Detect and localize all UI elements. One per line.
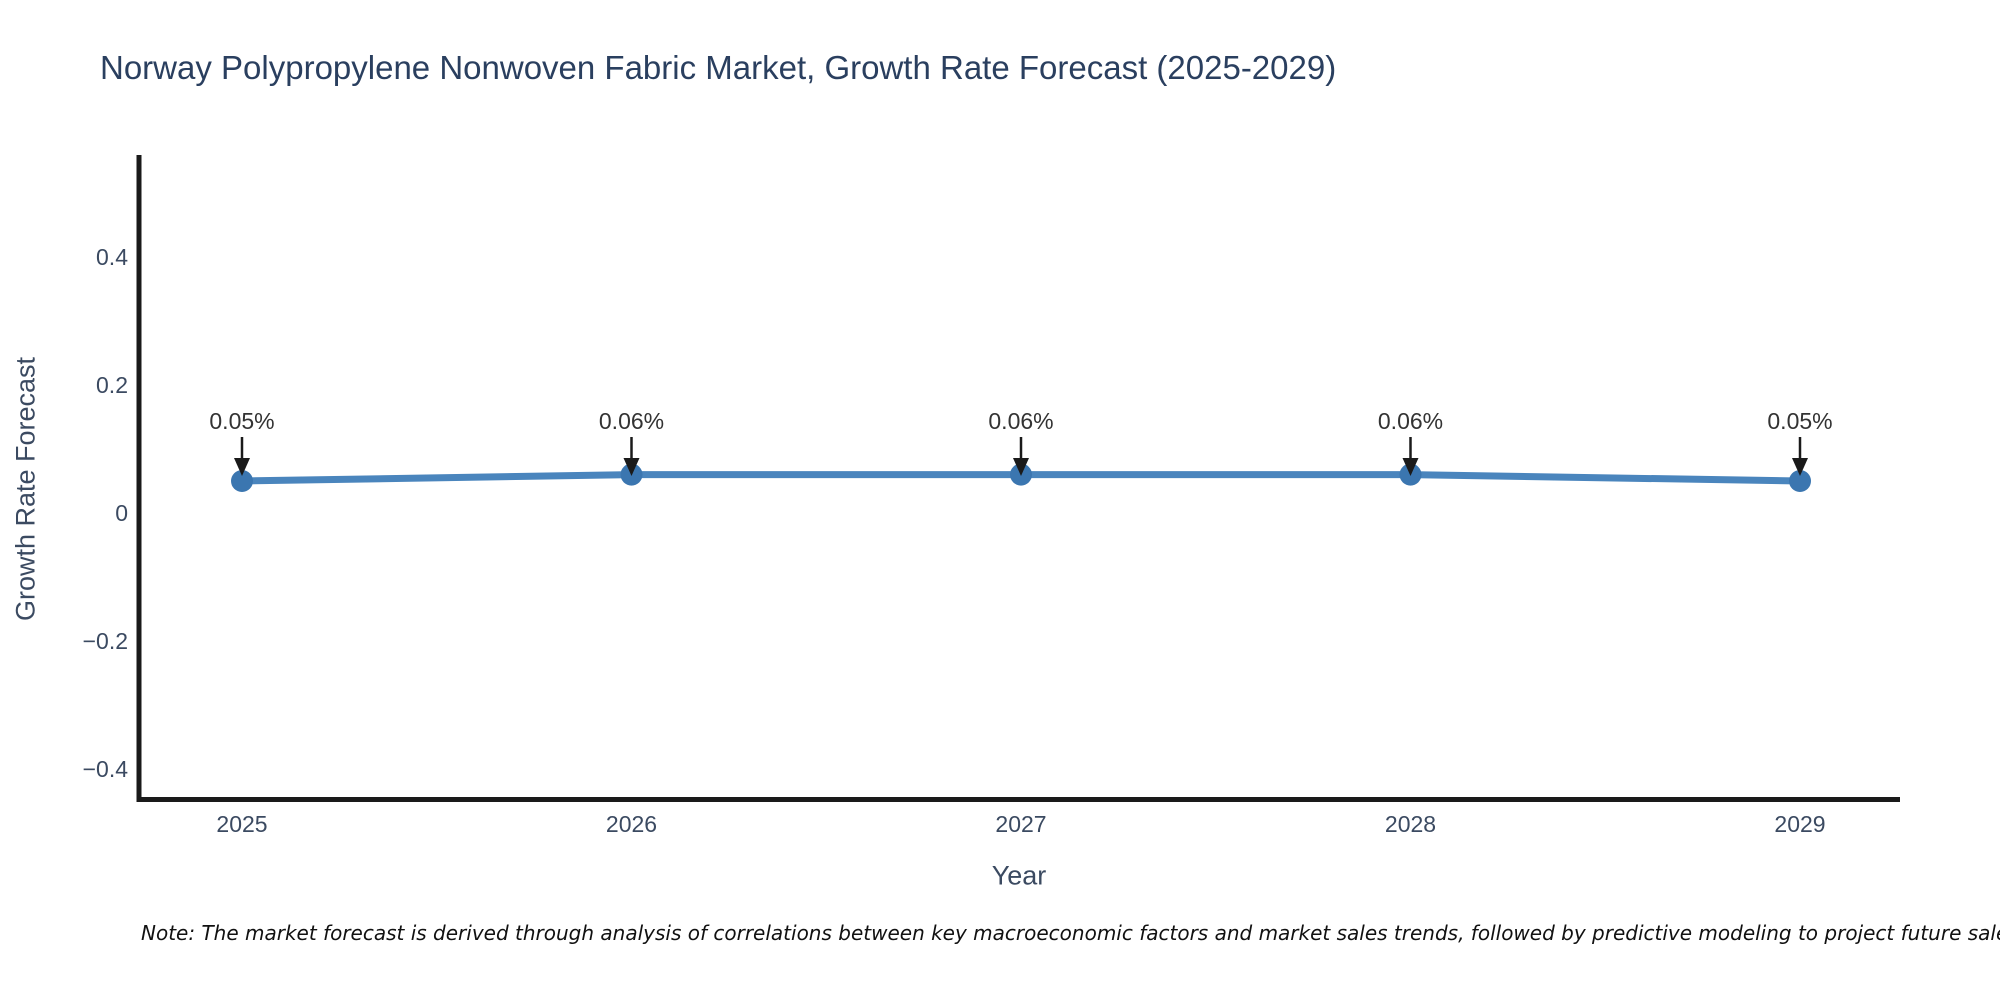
- data-point-marker[interactable]: [231, 470, 253, 492]
- annotation-arrowhead: [1402, 458, 1419, 476]
- annotation-arrowhead: [623, 458, 640, 476]
- point-annotation-label: 0.05%: [209, 408, 274, 434]
- point-annotation-label: 0.06%: [988, 408, 1053, 434]
- annotation-arrowhead: [234, 458, 250, 476]
- y-tick-label: 0: [115, 500, 128, 526]
- x-tick-label: 2026: [606, 811, 657, 837]
- chart-title: Norway Polypropylene Nonwoven Fabric Mar…: [100, 49, 1337, 86]
- annotation-arrowhead: [1792, 458, 1808, 476]
- point-annotation-label: 0.05%: [1767, 408, 1832, 434]
- x-tick-label: 2029: [1774, 811, 1825, 837]
- footnote: Note: The market forecast is derived thr…: [141, 921, 2000, 945]
- point-annotation-label: 0.06%: [599, 408, 664, 434]
- y-tick-label: 0.4: [96, 244, 128, 270]
- y-tick-label: −0.4: [83, 756, 129, 782]
- annotation-arrowhead: [1013, 458, 1029, 476]
- x-tick-label: 2027: [995, 811, 1046, 837]
- x-axis-title: Year: [991, 860, 1047, 891]
- x-tick-label: 2028: [1385, 811, 1436, 837]
- point-annotation-label: 0.06%: [1378, 408, 1443, 434]
- x-tick-label: 2025: [216, 811, 267, 837]
- data-point-marker[interactable]: [1789, 470, 1811, 492]
- axis-line: [136, 155, 1900, 802]
- y-tick-label: −0.2: [83, 628, 128, 654]
- y-tick-label: 0.2: [96, 372, 128, 398]
